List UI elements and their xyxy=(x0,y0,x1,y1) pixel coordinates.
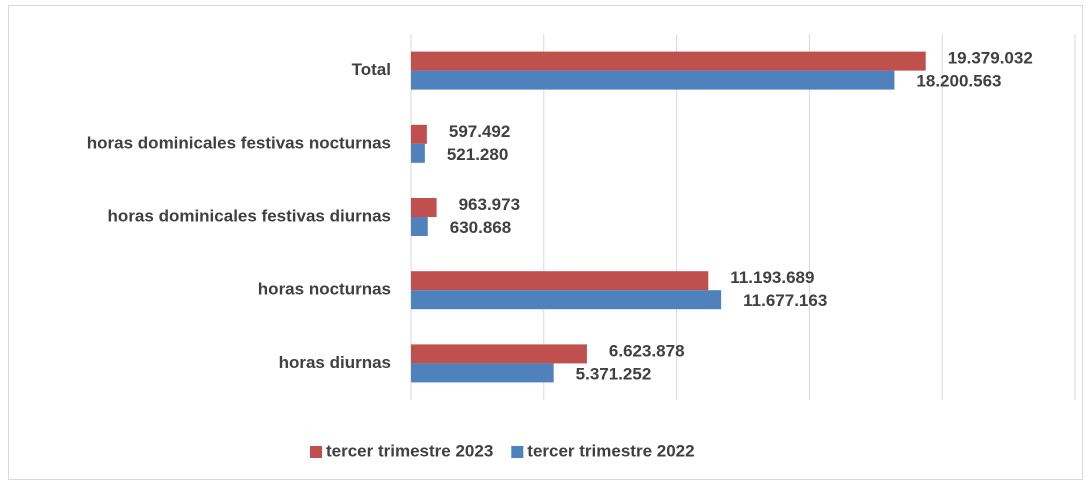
bar xyxy=(411,363,554,383)
legend-swatch xyxy=(310,446,322,458)
data-label: 5.371.252 xyxy=(576,364,652,383)
bar xyxy=(411,217,428,236)
y-tick-label: horas diurnas xyxy=(279,353,391,372)
data-label: 963.973 xyxy=(459,195,520,214)
y-tick-label: horas dominicales festivas nocturnas xyxy=(87,133,391,152)
data-label: 19.379.032 xyxy=(948,49,1033,68)
data-label: 630.868 xyxy=(450,218,511,237)
bar xyxy=(411,198,437,217)
bar xyxy=(411,271,709,291)
data-label: 521.280 xyxy=(447,145,508,164)
legend-label: tercer trimestre 2022 xyxy=(527,441,694,460)
data-label: 11.193.689 xyxy=(730,268,814,287)
legend-swatch xyxy=(511,446,524,458)
bar xyxy=(411,124,427,144)
bar xyxy=(411,344,587,364)
bar xyxy=(411,51,926,71)
y-tick-label: horas dominicales festivas diurnas xyxy=(108,206,391,225)
data-label: 18.200.563 xyxy=(916,72,1001,91)
y-tick-label: Total xyxy=(352,60,391,79)
data-label: 6.623.878 xyxy=(609,341,685,360)
bar xyxy=(411,70,895,90)
data-label: 597.492 xyxy=(449,122,510,141)
y-tick-label: horas nocturnas xyxy=(258,280,391,299)
legend-label: tercer trimestre 2023 xyxy=(326,441,493,460)
data-label: 11.677.163 xyxy=(743,291,827,310)
bar xyxy=(411,290,722,310)
bar xyxy=(411,143,425,163)
